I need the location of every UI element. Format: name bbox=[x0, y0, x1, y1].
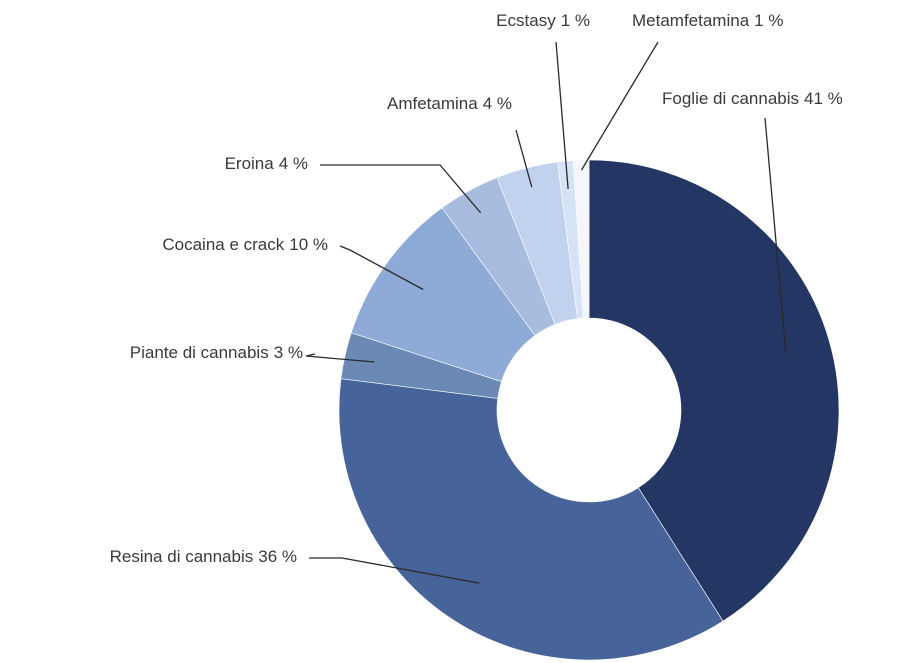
leader-line bbox=[305, 353, 375, 363]
slice-label: Piante di cannabis 3 % bbox=[130, 343, 303, 362]
slice-value: 41 % bbox=[804, 89, 843, 108]
slice-label: Resina di cannabis 36 % bbox=[110, 547, 297, 566]
slice-value: 1 % bbox=[561, 11, 590, 30]
leader-line bbox=[515, 129, 533, 188]
slice-category: Piante di cannabis bbox=[130, 343, 269, 362]
leader-line bbox=[309, 557, 480, 584]
leader-line bbox=[764, 117, 787, 353]
slice-category: Resina di cannabis bbox=[110, 547, 254, 566]
slice-label: Ecstasy 1 % bbox=[496, 11, 590, 30]
donut-slice bbox=[572, 159, 590, 319]
slice-value: 36 % bbox=[258, 547, 297, 566]
slice-category: Eroina bbox=[225, 154, 275, 173]
slice-label: Foglie di cannabis 41 % bbox=[662, 89, 843, 108]
slice-category: Metamfetamina bbox=[632, 11, 750, 30]
slice-value: 4 % bbox=[483, 94, 512, 113]
slice-value: 1 % bbox=[754, 11, 783, 30]
donut-slice bbox=[588, 159, 840, 622]
leader-line bbox=[580, 41, 659, 171]
slice-category: Foglie di cannabis bbox=[662, 89, 799, 108]
slice-label: Metamfetamina 1 % bbox=[632, 11, 783, 30]
slice-category: Amfetamina bbox=[387, 94, 478, 113]
slice-category: Cocaina e crack bbox=[162, 235, 284, 254]
leader-line bbox=[320, 164, 482, 214]
slice-label: Eroina 4 % bbox=[225, 154, 308, 173]
slice-label: Cocaina e crack 10 % bbox=[162, 235, 328, 254]
slice-value: 10 % bbox=[289, 235, 328, 254]
leader-line bbox=[339, 245, 424, 291]
slice-value: 4 % bbox=[279, 154, 308, 173]
slice-value: 3 % bbox=[274, 343, 303, 362]
donut-slice bbox=[338, 378, 724, 661]
slice-label: Amfetamina 4 % bbox=[387, 94, 512, 113]
slice-category: Ecstasy bbox=[496, 11, 556, 30]
leader-line bbox=[555, 41, 569, 190]
